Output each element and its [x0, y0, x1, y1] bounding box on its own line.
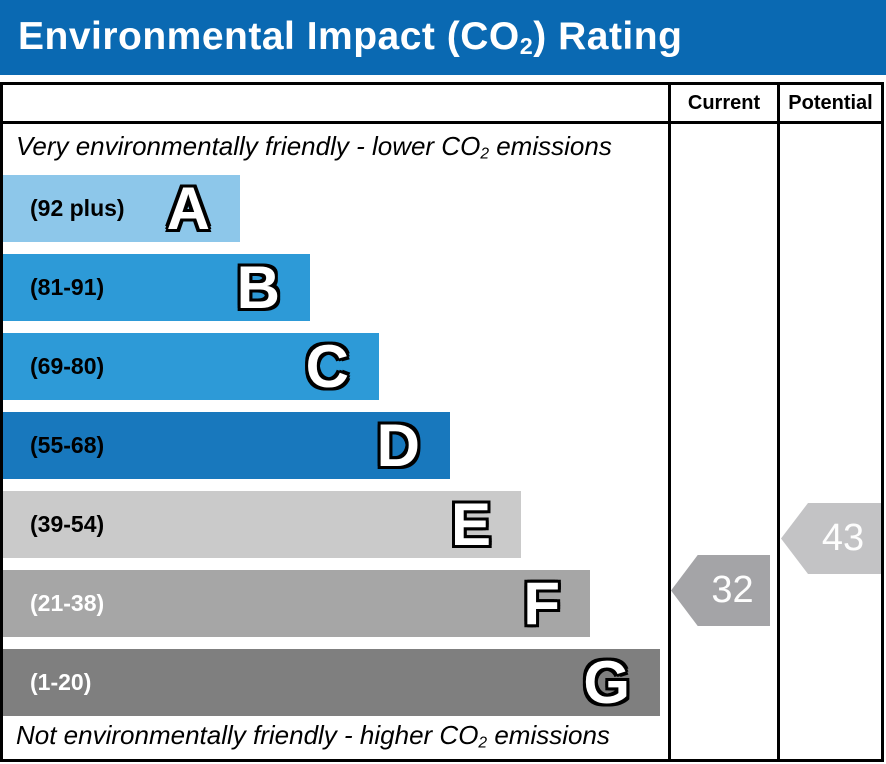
title-bar: Environmental Impact (CO2) Rating	[0, 0, 886, 75]
band-letter: G	[583, 648, 630, 716]
band-row-d: (55-68) D	[3, 412, 450, 479]
page-title-subscript: 2	[519, 33, 534, 60]
band-range-label: (39-54)	[30, 511, 105, 537]
bottom-note-post: emissions	[487, 720, 610, 750]
current-column-divider	[668, 82, 671, 762]
page-title: Environmental Impact (CO2) Rating	[0, 15, 682, 60]
band-range-label: (55-68)	[30, 432, 105, 458]
band-letter: F	[523, 569, 560, 637]
band-range-label: (69-80)	[30, 353, 105, 379]
potential-column-header: Potential	[788, 91, 873, 114]
band-range-label: (92 plus)	[30, 195, 125, 221]
current-value: 32	[711, 569, 754, 611]
band-row-b: (81-91) B	[3, 254, 310, 321]
potential-value: 43	[821, 517, 865, 559]
top-note: Very environmentally friendly - lower CO…	[16, 131, 612, 163]
table-frame	[0, 82, 884, 762]
header-row-divider	[0, 121, 884, 124]
top-note-pre: Very environmentally friendly - lower CO	[16, 131, 481, 161]
top-note-post: emissions	[489, 131, 612, 161]
band-range-label: (81-91)	[30, 274, 105, 300]
page-title-pre: Environmental Impact (CO	[18, 14, 520, 58]
band-row-c: (69-80) C	[3, 333, 379, 400]
band-row-a: (92 plus) A	[3, 175, 240, 242]
bottom-note-subscript: 2	[478, 734, 488, 752]
band-letter: A	[166, 174, 210, 242]
band-letter: E	[450, 490, 491, 558]
band-range-label: (21-38)	[30, 590, 105, 616]
current-column-header: Current	[687, 91, 761, 114]
band-row-f: (21-38) F	[3, 570, 590, 637]
page-title-post: ) Rating	[533, 14, 683, 58]
band-letter: C	[305, 332, 349, 400]
band-row-e: (39-54) E	[3, 491, 521, 558]
top-note-subscript: 2	[480, 145, 489, 163]
band-row-g: (1-20) G	[3, 649, 660, 716]
band-range-label: (1-20)	[30, 669, 92, 695]
potential-column-divider	[777, 82, 780, 762]
potential-arrow: 43	[781, 503, 881, 574]
band-letter: B	[236, 253, 280, 321]
bottom-note: Not environmentally friendly - higher CO…	[16, 720, 610, 752]
band-letter: D	[376, 411, 420, 479]
bottom-note-pre: Not environmentally friendly - higher CO	[16, 720, 479, 750]
